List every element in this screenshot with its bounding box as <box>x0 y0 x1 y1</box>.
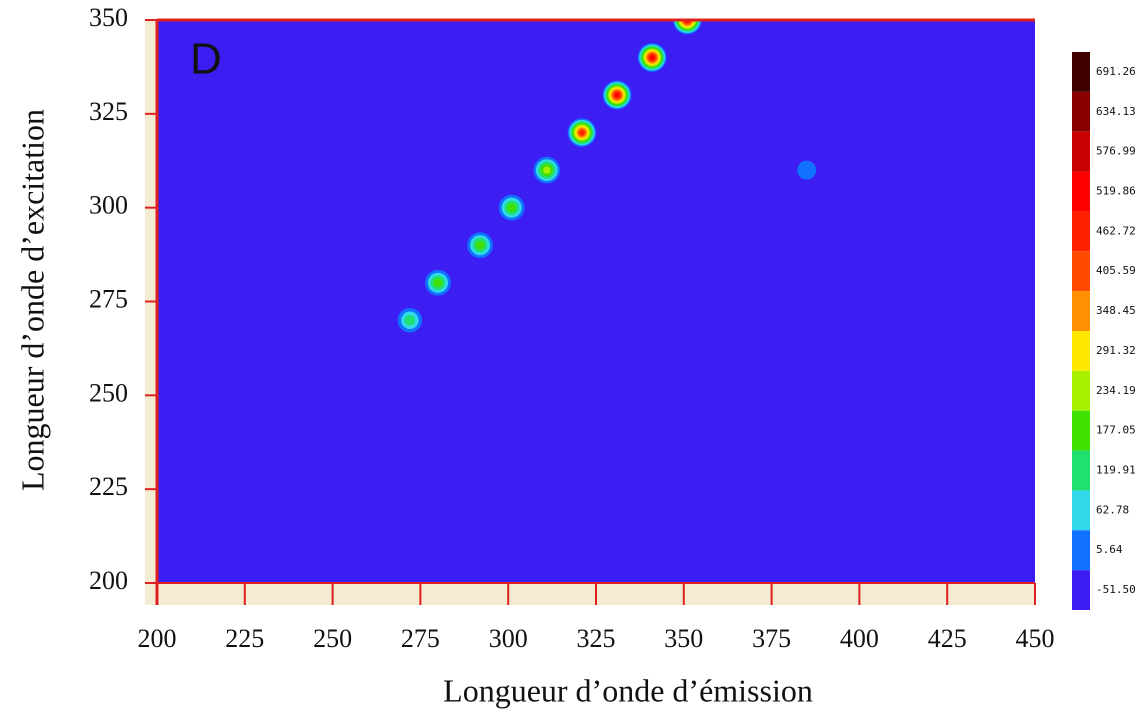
x-tick-label: 450 <box>1016 624 1055 653</box>
y-tick-label: 350 <box>89 3 128 32</box>
colorbar-label: 576.99 <box>1096 145 1136 158</box>
contour-band <box>615 93 620 98</box>
y-tick-label: 225 <box>89 472 128 501</box>
panel-label: D <box>190 35 222 84</box>
contour-band <box>579 130 585 135</box>
colorbar-label: 462.72 <box>1096 224 1136 237</box>
colorbar-band <box>1072 251 1090 292</box>
contour-band <box>475 240 485 250</box>
contour-band <box>404 315 416 326</box>
y-tick-label: 200 <box>89 566 128 595</box>
x-tick-label: 400 <box>840 624 879 653</box>
contour-band <box>543 166 551 174</box>
colorbar-label: 519.86 <box>1096 185 1136 198</box>
colorbar-label: 291.32 <box>1096 344 1136 357</box>
colorbar-band <box>1072 91 1090 132</box>
colorbar-band <box>1072 370 1090 411</box>
colorbar-band <box>1072 530 1090 571</box>
colorbar-band <box>1072 291 1090 331</box>
colorbar-label: 691.26 <box>1096 65 1136 78</box>
x-tick-label: 250 <box>313 624 352 653</box>
colorbar-band <box>1072 490 1090 531</box>
x-tick-label: 300 <box>489 624 528 653</box>
y-axis-title: Longueur d’onde d’excitation <box>14 109 50 491</box>
colorbar-label: 234.19 <box>1096 384 1136 397</box>
colorbar-band <box>1072 52 1090 92</box>
colorbar-label: 177.05 <box>1096 424 1136 437</box>
colorbar-band <box>1072 131 1090 172</box>
axis-strip <box>145 20 157 605</box>
x-tick-label: 275 <box>401 624 440 653</box>
x-tick-label: 350 <box>664 624 703 653</box>
colorbar-band <box>1072 211 1090 252</box>
colorbar-label: 62.78 <box>1096 503 1129 516</box>
colorbar-label: 119.91 <box>1096 464 1136 477</box>
y-tick-label: 250 <box>89 378 128 407</box>
x-tick-label: 375 <box>752 624 791 653</box>
colorbar-label: 405.59 <box>1096 264 1136 277</box>
colorbar-band <box>1072 331 1090 371</box>
y-tick-label: 275 <box>89 284 128 313</box>
colorbar-band <box>1072 410 1090 451</box>
colorbar-band <box>1072 450 1090 491</box>
contour-band <box>433 278 443 288</box>
contour-band <box>507 203 517 212</box>
plot-area <box>155 18 1035 605</box>
colorbar-label: -51.50 <box>1096 583 1136 596</box>
colorbar-band <box>1072 171 1090 212</box>
x-tick-label: 200 <box>138 624 177 653</box>
contour-band <box>797 160 817 180</box>
y-tick-label: 325 <box>89 97 128 126</box>
colorbar-band <box>1072 570 1090 610</box>
x-axis-title: Longueur d’onde d’émission <box>443 672 813 708</box>
contour-band <box>650 55 655 60</box>
colorbar-label: 348.45 <box>1096 304 1136 317</box>
x-tick-label: 425 <box>928 624 967 653</box>
contours <box>394 20 823 337</box>
plot-background <box>157 20 1035 583</box>
y-tick-label: 300 <box>89 191 128 220</box>
x-tick-label: 225 <box>225 624 264 653</box>
colorbar-label: 5.64 <box>1096 543 1123 556</box>
x-tick-label: 325 <box>577 624 616 653</box>
colorbar-label: 634.13 <box>1096 105 1136 118</box>
